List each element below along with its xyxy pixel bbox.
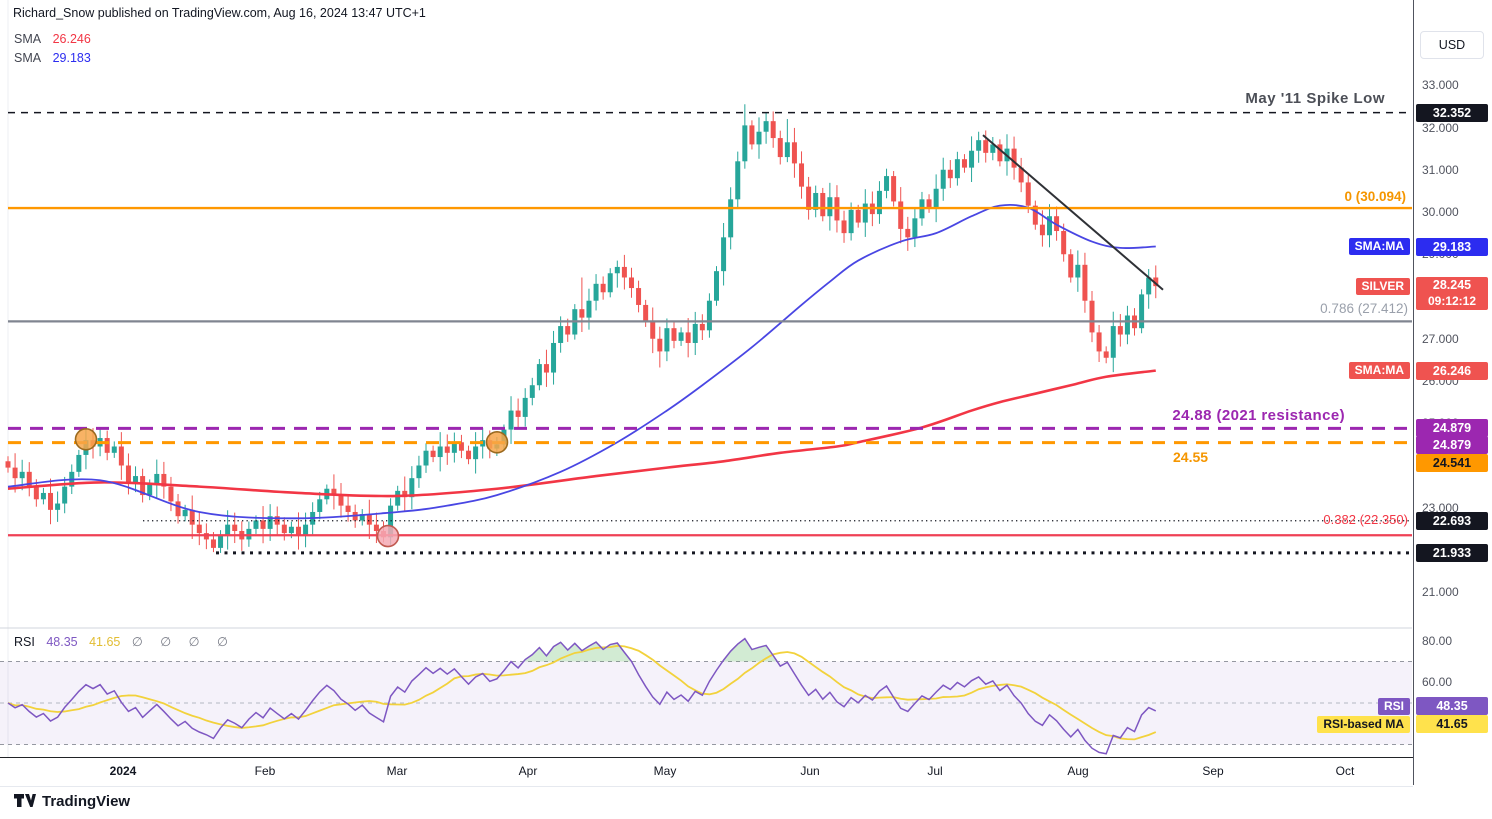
label-fib-0786: 0.786 (27.412) <box>1320 301 1408 316</box>
axis-badge-lvl-21933: 21.933 <box>1416 543 1488 562</box>
legend-sma-fast-label: SMA <box>14 32 42 46</box>
axis-badge-sma-slow: 29.183 <box>1416 237 1488 256</box>
rsi-pane <box>0 637 1412 755</box>
price-tick-33.000: 33.000 <box>1422 78 1459 93</box>
rsi-value: 48.35 <box>46 635 78 649</box>
label-2021-resistance: 24.88 (2021 resistance) <box>1172 407 1345 424</box>
time-label-Apr: Apr <box>518 764 538 778</box>
axis-badge-rsi: 48.35 <box>1416 697 1488 716</box>
label-24-55: 24.55 <box>1173 449 1209 465</box>
time-label-Aug: Aug <box>1067 764 1089 778</box>
time-label-May: May <box>653 764 677 778</box>
legend-sma-fast-value: 26.246 <box>52 32 91 46</box>
rsi-line <box>7 637 1157 755</box>
legend-sma-slow-label: SMA <box>14 51 42 65</box>
axis-badge-sma-fast: 26.246 <box>1416 361 1488 380</box>
price-tick-32.000: 32.000 <box>1422 120 1459 135</box>
circle-marker <box>376 524 400 548</box>
axis-badge-res-2021-a: 24.879 <box>1416 419 1488 438</box>
price-tick-21.000: 21.000 <box>1422 585 1459 600</box>
sma-line <box>7 203 1156 520</box>
price-axis[interactable]: USD 33.00032.00031.00030.00029.00028.000… <box>1413 0 1492 785</box>
legend-sma-slow[interactable]: SMA 29.183 <box>14 49 91 68</box>
axis-tag-rsi: RSI <box>1377 697 1410 715</box>
tradingview-logo-icon <box>14 794 36 807</box>
sma-line <box>7 369 1156 498</box>
price-tick-27.000: 27.000 <box>1422 331 1459 346</box>
tradingview-logo-text: TradingView <box>42 793 131 810</box>
legend-sma-fast[interactable]: SMA 26.246 <box>14 30 91 49</box>
axis-tag-sma-fast: SMA:MA <box>1348 362 1410 380</box>
time-label-Feb: Feb <box>254 764 276 778</box>
rsi-tick-60.00: 60.00 <box>1422 675 1453 690</box>
label-fib-0382: 0.382 (22.350) <box>1323 512 1408 527</box>
indicator-legend: SMA 26.246 SMA 29.183 <box>14 30 91 68</box>
time-axis[interactable]: 2024 Feb Mar Apr May Jun Jul Aug Sep Oct <box>0 757 1413 787</box>
axis-badge-lvl-22693: 22.693 <box>1416 511 1488 530</box>
time-label-2024: 2024 <box>109 764 137 778</box>
axis-badge-spike-low: 32.352 <box>1416 103 1488 122</box>
legend-sma-slow-value: 29.183 <box>52 51 91 65</box>
axis-badge-rsi-ma: 41.65 <box>1416 715 1488 734</box>
axis-tag-sma-slow: SMA:MA <box>1348 238 1410 256</box>
axis-badge-fib-half: 24.541 <box>1416 453 1488 472</box>
price-tick-30.000: 30.000 <box>1422 205 1459 219</box>
time-label-Jun: Jun <box>800 764 820 778</box>
rsi-legend[interactable]: RSI 48.35 41.65 ∅ ∅ ∅ ∅ <box>14 634 243 649</box>
currency-button[interactable]: USD <box>1420 31 1484 59</box>
label-may-11-spike-low: May '11 Spike Low <box>1245 90 1385 107</box>
price-tick-31.000: 31.000 <box>1422 162 1459 177</box>
rsi-ma-value: 41.65 <box>89 635 121 649</box>
trendline <box>982 134 1164 291</box>
tradingview-logo[interactable]: TradingView <box>14 793 130 810</box>
time-label-Sep: Sep <box>1202 764 1224 778</box>
circle-marker <box>485 430 509 454</box>
axis-badge-silver: 28.245 09:12:12 <box>1416 277 1488 311</box>
chart-canvas[interactable] <box>0 0 1413 757</box>
time-label-Mar: Mar <box>386 764 408 778</box>
price-tick-23.000: 23.000 <box>1422 500 1459 515</box>
circle-marker <box>74 428 98 451</box>
rsi-ma-line <box>7 644 1157 741</box>
time-label-Oct: Oct <box>1335 764 1355 778</box>
label-fib-0: 0 (30.094) <box>1344 189 1406 204</box>
publish-byline: Richard_Snow published on TradingView.co… <box>13 6 426 20</box>
time-label-Jul: Jul <box>927 764 943 778</box>
rsi-empty-params: ∅ ∅ ∅ ∅ <box>131 635 235 649</box>
price-pane <box>5 104 1412 555</box>
axis-tag-silver: SILVER <box>1355 277 1410 295</box>
rsi-legend-label: RSI <box>14 635 35 649</box>
rsi-tick-80.00: 80.00 <box>1422 633 1453 648</box>
countdown: 09:12:12 <box>1427 294 1477 309</box>
axis-badge-res-2021-b: 24.879 <box>1416 436 1488 455</box>
axis-tag-rsi-ma: RSI-based MA <box>1317 715 1410 733</box>
